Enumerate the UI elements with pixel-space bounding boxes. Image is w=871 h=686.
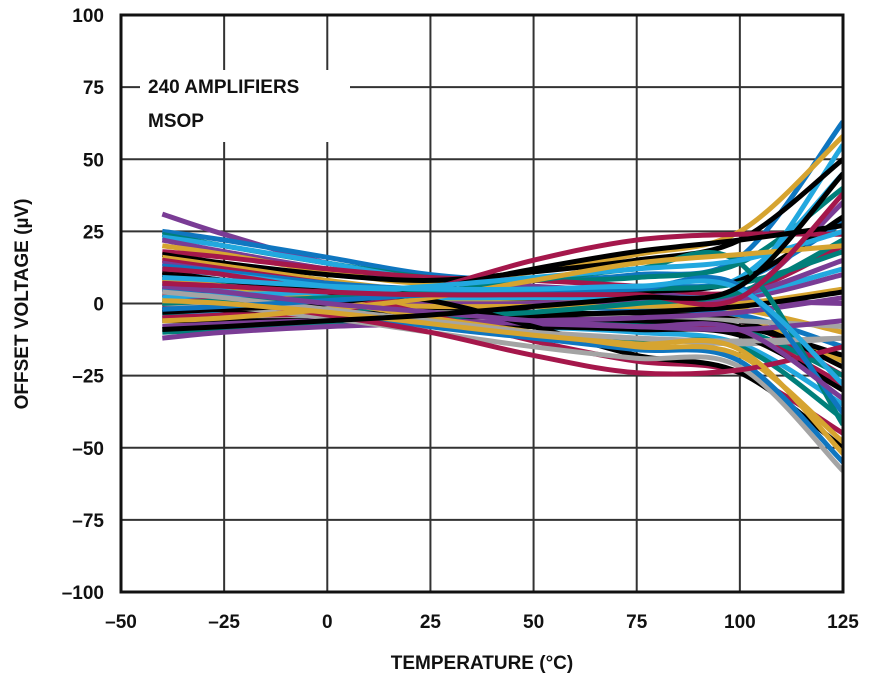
annotation-line-2: MSOP bbox=[148, 111, 204, 132]
x-tick-label: 100 bbox=[724, 612, 756, 633]
x-tick-label: –50 bbox=[105, 612, 137, 633]
series-line-amp-52 bbox=[162, 172, 843, 332]
y-tick-labels: –100 –75 –50 –25 0 25 50 75 100 bbox=[62, 6, 105, 604]
x-tick-label: 125 bbox=[827, 612, 859, 633]
series-line-amp-48 bbox=[162, 283, 843, 401]
y-tick-label: 50 bbox=[83, 150, 104, 171]
annotation-line-1: 240 AMPLIFIERS bbox=[148, 77, 299, 98]
y-tick-label: 100 bbox=[72, 6, 104, 27]
curves bbox=[161, 120, 843, 473]
annotation-background bbox=[140, 70, 350, 142]
series-line-amp-51 bbox=[162, 192, 843, 308]
series-line-amp-34 bbox=[162, 295, 843, 341]
y-tick-label: –50 bbox=[72, 439, 104, 460]
plot-frame bbox=[119, 13, 845, 594]
y-tick-label: 75 bbox=[83, 78, 105, 99]
x-tick-label: 25 bbox=[420, 612, 442, 633]
x-tick-label: 50 bbox=[523, 612, 544, 633]
x-tick-label: 0 bbox=[322, 612, 333, 633]
y-tick-label: 25 bbox=[83, 222, 105, 243]
y-tick-label: –25 bbox=[72, 367, 104, 388]
series-line-amp-46 bbox=[162, 289, 843, 344]
series-line-amp-50 bbox=[162, 298, 843, 456]
y-tick-label: –100 bbox=[62, 583, 104, 604]
y-tick-label: –75 bbox=[72, 511, 104, 532]
x-tick-label: –25 bbox=[208, 612, 240, 633]
y-tick-label: 0 bbox=[93, 295, 104, 316]
y-axis-label: OFFSET VOLTAGE (µV) bbox=[12, 199, 33, 410]
x-axis-label: TEMPERATURE (°C) bbox=[391, 653, 573, 674]
x-tick-labels: –50 –25 0 25 50 75 100 125 bbox=[105, 612, 859, 633]
x-tick-label: 75 bbox=[626, 612, 648, 633]
